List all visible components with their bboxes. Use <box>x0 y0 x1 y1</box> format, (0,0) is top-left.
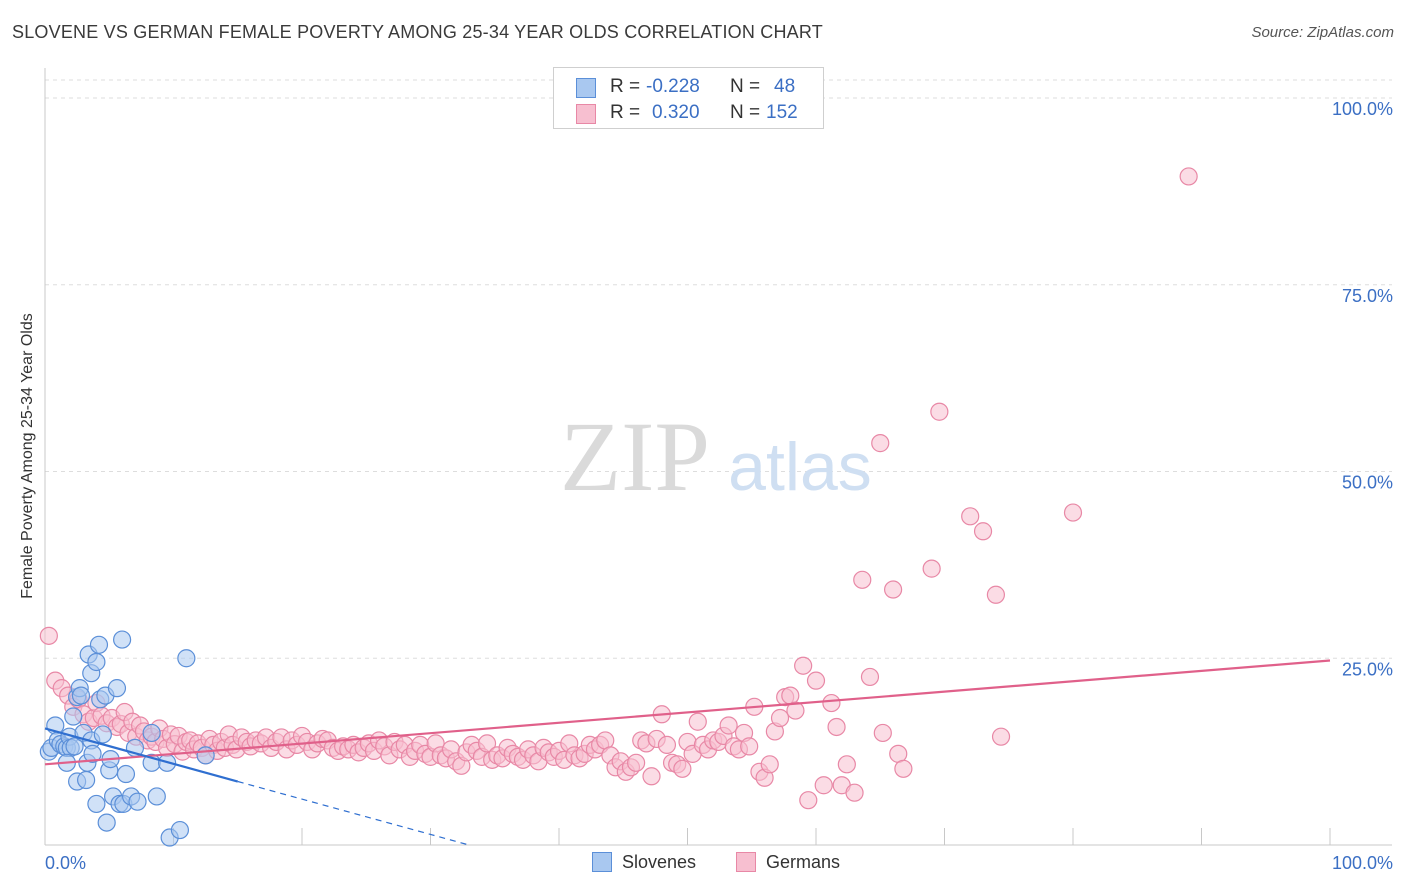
slovenes-point <box>177 649 196 668</box>
slovenes-point <box>77 770 96 790</box>
legend-row-slovenes: R = -0.228 N = 48 <box>554 76 823 102</box>
slovenes-legend-label: Slovenes <box>622 852 697 872</box>
germans-swatch <box>576 104 596 124</box>
germans-point <box>845 783 864 802</box>
x-tick-label: 0.0% <box>45 853 86 873</box>
slovenes-point <box>107 679 127 698</box>
watermark: ZIP atlas <box>560 401 872 512</box>
germans-point <box>871 434 890 453</box>
y-tick-label: 100.0% <box>1332 99 1393 119</box>
slovenes-point <box>87 794 106 814</box>
germans-point <box>961 507 980 526</box>
legend-r-value: -0.228 <box>646 76 700 97</box>
slovenes-point <box>147 787 166 806</box>
slovenes-point <box>64 707 83 726</box>
germans-point <box>973 522 993 541</box>
slovenes-trend-extension <box>237 780 470 846</box>
label-layer: 25.0% 50.0% 75.0% 100.0% 0.0% 100.0% <box>45 99 1393 873</box>
legend-n-label: N = <box>730 76 761 97</box>
slovenes-swatch <box>576 78 596 98</box>
slovenes-point <box>87 652 106 672</box>
germans-point <box>673 759 692 778</box>
legend-r-value: 0.320 <box>652 102 700 123</box>
germans-point <box>719 716 738 735</box>
legend-item-slovenes: Slovenes <box>592 852 696 873</box>
legend-r-label: R = <box>610 76 641 97</box>
source-credit: Source: ZipAtlas.com <box>1251 24 1394 41</box>
slovenes-point <box>65 737 84 756</box>
germans-point <box>794 656 813 675</box>
slovenes-point <box>170 820 190 840</box>
germans-point <box>740 737 759 756</box>
slovenes-point <box>97 813 116 832</box>
slovenes-trend-line <box>44 727 239 783</box>
axis-layer <box>44 68 1392 846</box>
germans-point <box>770 708 790 728</box>
germans-point <box>786 701 805 720</box>
germans-point <box>814 776 833 795</box>
slovenes-point <box>128 792 147 811</box>
legend-item-germans: Germans <box>736 852 840 873</box>
legend-n-value: 48 <box>774 76 796 97</box>
y-tick-label: 75.0% <box>1342 286 1393 306</box>
chart-title: SLOVENE VS GERMAN FEMALE POVERTY AMONG 2… <box>12 22 823 42</box>
germans-points <box>39 167 1198 810</box>
y-tick-label: 25.0% <box>1342 659 1393 679</box>
slovenes-point <box>142 723 161 743</box>
germans-point <box>477 734 497 753</box>
germans-point <box>883 580 903 599</box>
germans-trend-line <box>44 659 1331 766</box>
germans-point <box>799 791 818 810</box>
legend-r-label: R = <box>610 102 641 123</box>
germans-point <box>806 671 826 690</box>
legend-n-label: N = <box>730 102 761 123</box>
correlation-legend: R = -0.228 N = 48 R = 0.320 N = 152 <box>553 67 824 129</box>
germans-point <box>986 585 1006 604</box>
slovenes-point <box>89 635 109 654</box>
germans-point <box>822 693 841 713</box>
y-tick-label: 50.0% <box>1342 473 1393 493</box>
slovenes-legend-swatch <box>592 852 612 872</box>
grid-layer <box>45 79 1392 659</box>
germans-point <box>1063 503 1083 522</box>
slovenes-point <box>93 725 112 744</box>
germans-point <box>626 753 646 772</box>
watermark-atlas: atlas <box>728 429 872 505</box>
germans-point <box>1179 167 1198 186</box>
watermark-zip: ZIP <box>560 401 710 512</box>
legend-n-value: 152 <box>766 102 798 123</box>
germans-legend-swatch <box>736 852 756 872</box>
germans-point <box>930 402 949 421</box>
slovenes-point <box>83 744 102 763</box>
germans-point <box>39 626 58 645</box>
x-tick-label: 100.0% <box>1332 853 1393 873</box>
germans-point <box>922 559 941 578</box>
legend-row-germans: R = 0.320 N = 152 <box>554 102 823 128</box>
slovenes-point <box>112 630 132 649</box>
slovenes-point <box>116 764 136 784</box>
germans-point <box>827 717 846 737</box>
germans-point <box>688 712 707 731</box>
germans-point <box>642 767 661 786</box>
germans-point <box>860 667 880 687</box>
germans-point <box>657 735 677 755</box>
slovenes-point <box>196 746 215 765</box>
germans-point <box>760 755 779 774</box>
germans-point <box>853 570 872 589</box>
germans-legend-label: Germans <box>766 852 841 872</box>
germans-point <box>894 759 913 778</box>
slovenes-point <box>71 686 91 705</box>
germans-point <box>837 755 856 774</box>
germans-point <box>873 723 892 743</box>
trend-layer <box>44 659 1331 846</box>
germans-point <box>991 727 1011 746</box>
